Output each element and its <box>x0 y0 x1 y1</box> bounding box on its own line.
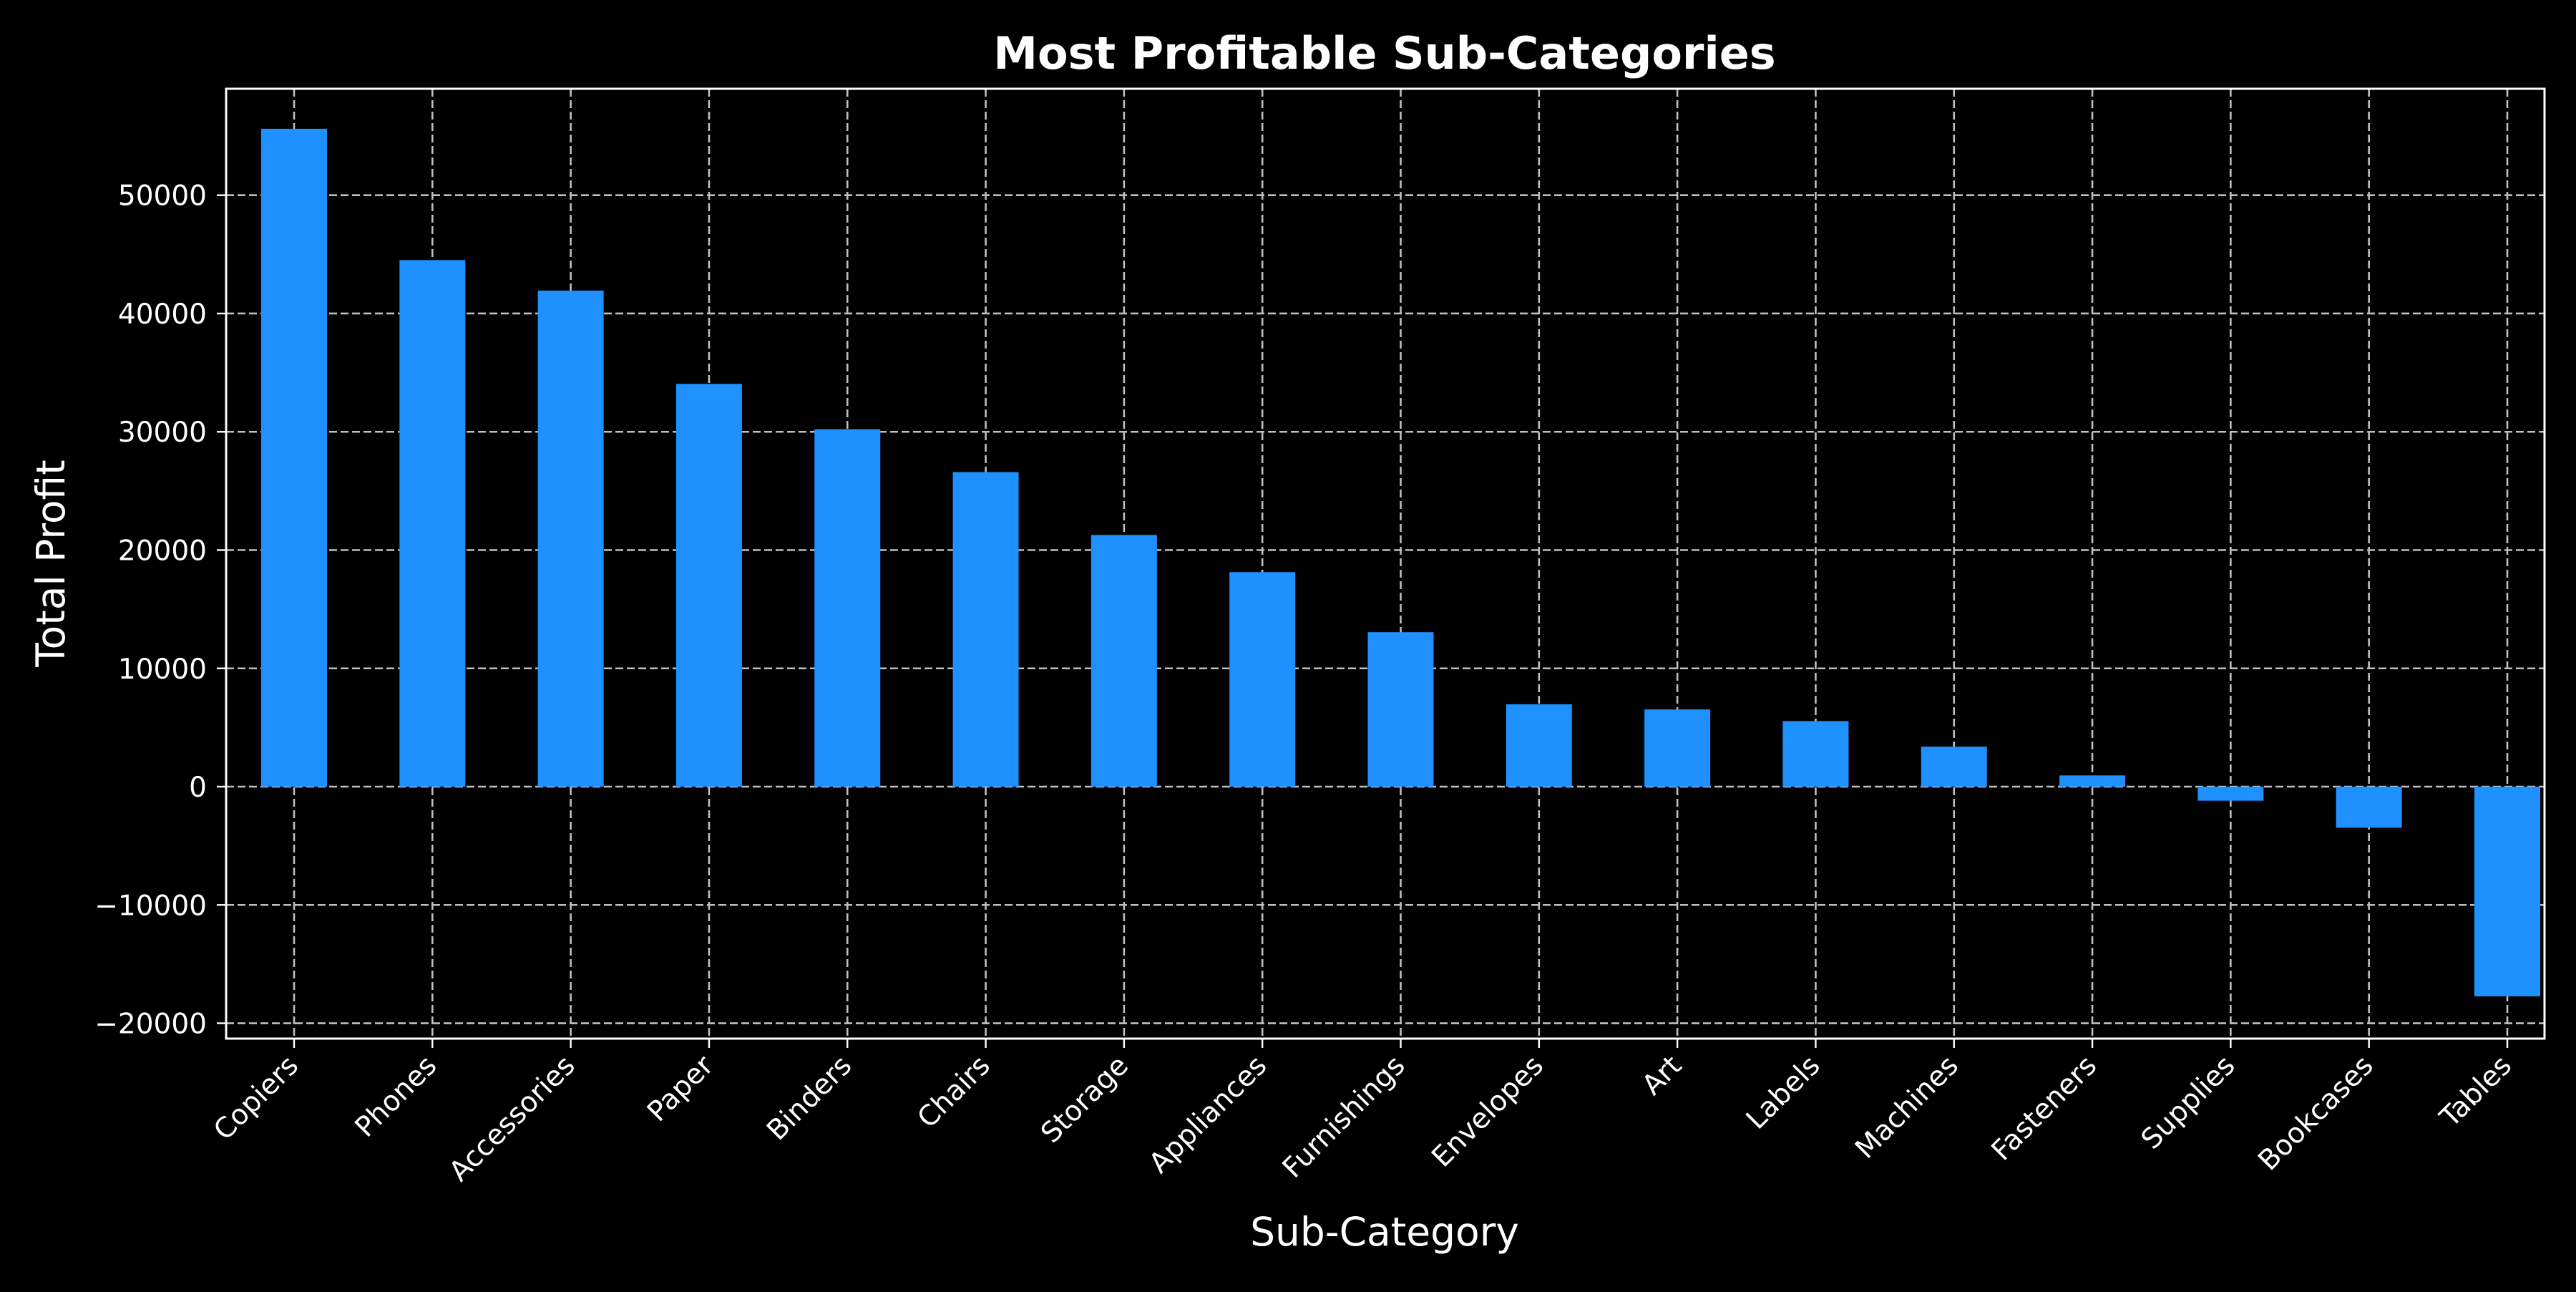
x-tick-label: Supplies <box>2135 1049 2241 1155</box>
bar-phones <box>399 260 466 787</box>
y-tick-label: −20000 <box>94 1009 207 1041</box>
x-tick-label: Furnishings <box>1277 1049 1412 1185</box>
ticks <box>217 194 2509 1048</box>
x-tick-label: Phones <box>349 1049 444 1144</box>
bar-binders <box>814 429 881 787</box>
y-axis-label: Total Profit <box>28 460 74 667</box>
x-tick-labels: Copiers Phones Accessories Paper Binders Chai… <box>208 1049 2518 1188</box>
x-tick-label: Chairs <box>912 1049 997 1135</box>
plot-frame <box>225 87 2546 1040</box>
bar-supplies <box>2197 787 2264 801</box>
x-tick-label: Binders <box>761 1049 858 1147</box>
bar-chairs <box>952 472 1019 787</box>
x-axis-label: Sub-Category <box>1250 1209 1519 1255</box>
x-tick-label: Storage <box>1035 1049 1135 1150</box>
x-tick-label: Accessories <box>443 1049 581 1187</box>
bar-labels <box>1782 721 1849 787</box>
y-tick-label: 40000 <box>118 298 207 331</box>
x-tick-label: Machines <box>1849 1049 1965 1165</box>
y-tick-labels: −20000 −10000 0 10000 20000 30000 40000 50000 <box>94 180 207 1041</box>
x-tick-label: Fasteners <box>1986 1049 2103 1167</box>
y-tick-label: 20000 <box>118 535 207 567</box>
bar-paper <box>675 384 742 787</box>
y-tick-label: −10000 <box>94 890 207 922</box>
chart-title: Most Profitable Sub-Categories <box>993 27 1775 79</box>
x-tick-label: Art <box>1636 1049 1688 1102</box>
y-tick-label: 50000 <box>118 180 207 213</box>
y-tick-label: 30000 <box>118 417 207 449</box>
bar-envelopes <box>1506 704 1572 787</box>
bar-storage <box>1091 535 1157 787</box>
bar-art <box>1644 709 1711 787</box>
x-tick-label: Tables <box>2434 1049 2518 1134</box>
bar-accessories <box>537 290 604 787</box>
x-tick-label: Labels <box>1740 1049 1827 1136</box>
x-tick-label: Bookcases <box>2253 1049 2380 1177</box>
bar-tables <box>2474 787 2540 996</box>
bar-machines <box>1921 747 1987 787</box>
x-tick-label: Paper <box>641 1049 721 1129</box>
bar-furnishings <box>1367 632 1434 787</box>
y-tick-label: 10000 <box>118 654 207 686</box>
bar-bookcases <box>2336 787 2402 828</box>
x-tick-label: Appliances <box>1143 1049 1273 1180</box>
bar-fasteners <box>2059 775 2126 787</box>
bar-appliances <box>1229 572 1296 787</box>
x-tick-label: Copiers <box>208 1049 305 1147</box>
bar-copiers <box>261 128 327 787</box>
bars <box>261 128 2540 996</box>
y-tick-label: 0 <box>189 772 207 804</box>
x-tick-label: Envelopes <box>1425 1049 1549 1173</box>
